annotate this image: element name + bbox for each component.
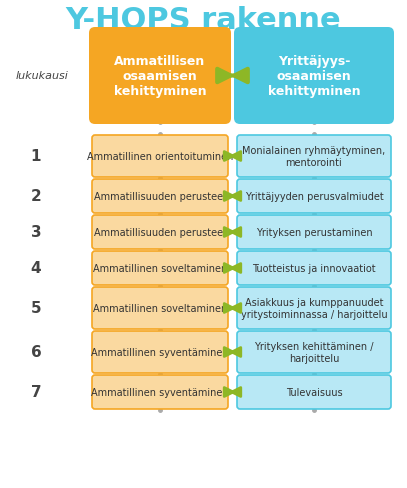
- Text: Ammatillinen soveltaminen: Ammatillinen soveltaminen: [93, 304, 227, 313]
- Text: Y-HOPS rakenne: Y-HOPS rakenne: [66, 6, 341, 36]
- Text: Ammatillisen
osaamisen
kehittyminen: Ammatillisen osaamisen kehittyminen: [114, 55, 206, 98]
- FancyBboxPatch shape: [92, 287, 228, 329]
- Text: Ammatillinen syventäminen: Ammatillinen syventäminen: [91, 347, 229, 357]
- FancyBboxPatch shape: [237, 216, 391, 249]
- FancyBboxPatch shape: [92, 375, 228, 409]
- Text: 2: 2: [31, 189, 42, 204]
- FancyBboxPatch shape: [92, 216, 228, 249]
- Text: Ammatillisuuden perusteet: Ammatillisuuden perusteet: [94, 192, 227, 202]
- Text: Yrittäjyyden perusvalmiudet: Yrittäjyyden perusvalmiudet: [245, 192, 383, 202]
- Text: 4: 4: [31, 261, 42, 276]
- FancyBboxPatch shape: [237, 331, 391, 373]
- FancyBboxPatch shape: [92, 180, 228, 214]
- Text: Yrittäjyys-
osaamisen
kehittyminen: Yrittäjyys- osaamisen kehittyminen: [268, 55, 360, 98]
- Text: Ammatillinen syventäminen: Ammatillinen syventäminen: [91, 387, 229, 397]
- FancyBboxPatch shape: [92, 136, 228, 178]
- Text: Tuotteistus ja innovaatiot: Tuotteistus ja innovaatiot: [252, 264, 376, 273]
- Text: Monialainen ryhmäytyminen,
mentorointi: Monialainen ryhmäytyminen, mentorointi: [243, 146, 385, 167]
- Text: Tulevaisuus: Tulevaisuus: [286, 387, 342, 397]
- Text: Yrityksen kehittäminen /
harjoittelu: Yrityksen kehittäminen / harjoittelu: [254, 342, 374, 363]
- Text: Ammatillinen orientoituminen: Ammatillinen orientoituminen: [87, 152, 233, 162]
- Text: 5: 5: [31, 301, 42, 316]
- FancyBboxPatch shape: [237, 180, 391, 214]
- FancyBboxPatch shape: [92, 331, 228, 373]
- FancyBboxPatch shape: [237, 287, 391, 329]
- FancyBboxPatch shape: [92, 251, 228, 285]
- FancyBboxPatch shape: [237, 375, 391, 409]
- FancyBboxPatch shape: [237, 251, 391, 285]
- Text: 7: 7: [31, 385, 42, 400]
- Text: Asiakkuus ja kumppanuudet
yritystoiminnassa / harjoittelu: Asiakkuus ja kumppanuudet yritystoiminna…: [241, 298, 387, 319]
- Text: 6: 6: [31, 345, 42, 360]
- FancyBboxPatch shape: [89, 28, 231, 125]
- Text: Ammatillisuuden perusteet: Ammatillisuuden perusteet: [94, 227, 227, 238]
- Text: 1: 1: [31, 149, 41, 164]
- Text: Yrityksen perustaminen: Yrityksen perustaminen: [256, 227, 372, 238]
- FancyBboxPatch shape: [237, 136, 391, 178]
- FancyBboxPatch shape: [234, 28, 394, 125]
- Text: 3: 3: [31, 225, 42, 240]
- Text: Ammatillinen soveltaminen: Ammatillinen soveltaminen: [93, 264, 227, 273]
- Text: lukukausi: lukukausi: [15, 71, 68, 81]
